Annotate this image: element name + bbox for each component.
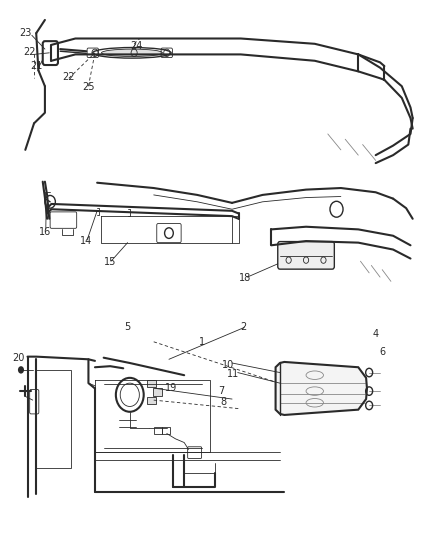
Bar (147, 380, 156, 387)
Text: 24: 24 (130, 42, 142, 52)
Text: 19: 19 (165, 383, 177, 393)
Text: 15: 15 (104, 257, 117, 267)
Text: 14: 14 (80, 236, 92, 246)
Text: 20: 20 (13, 353, 25, 362)
Text: 22: 22 (63, 71, 75, 82)
Text: 1: 1 (198, 337, 205, 347)
Text: 2: 2 (240, 322, 246, 333)
Text: 11: 11 (227, 369, 240, 378)
Circle shape (18, 366, 24, 374)
Text: 10: 10 (222, 360, 234, 369)
Text: 16: 16 (39, 227, 51, 237)
Ellipse shape (102, 49, 162, 56)
Text: 22: 22 (23, 47, 36, 56)
Text: 7: 7 (218, 386, 224, 396)
Text: 21: 21 (30, 61, 42, 71)
Text: 4: 4 (373, 329, 379, 340)
Text: 25: 25 (82, 82, 95, 92)
Bar (154, 426, 162, 433)
FancyBboxPatch shape (278, 241, 334, 269)
Text: 6: 6 (379, 348, 385, 358)
Text: 8: 8 (220, 397, 226, 407)
Polygon shape (276, 362, 367, 415)
Text: 5: 5 (124, 322, 131, 333)
Bar (147, 397, 156, 405)
Bar (162, 426, 170, 433)
Bar (36, 370, 71, 468)
Bar (153, 389, 162, 396)
Text: 18: 18 (239, 273, 251, 283)
Text: 23: 23 (19, 28, 32, 38)
